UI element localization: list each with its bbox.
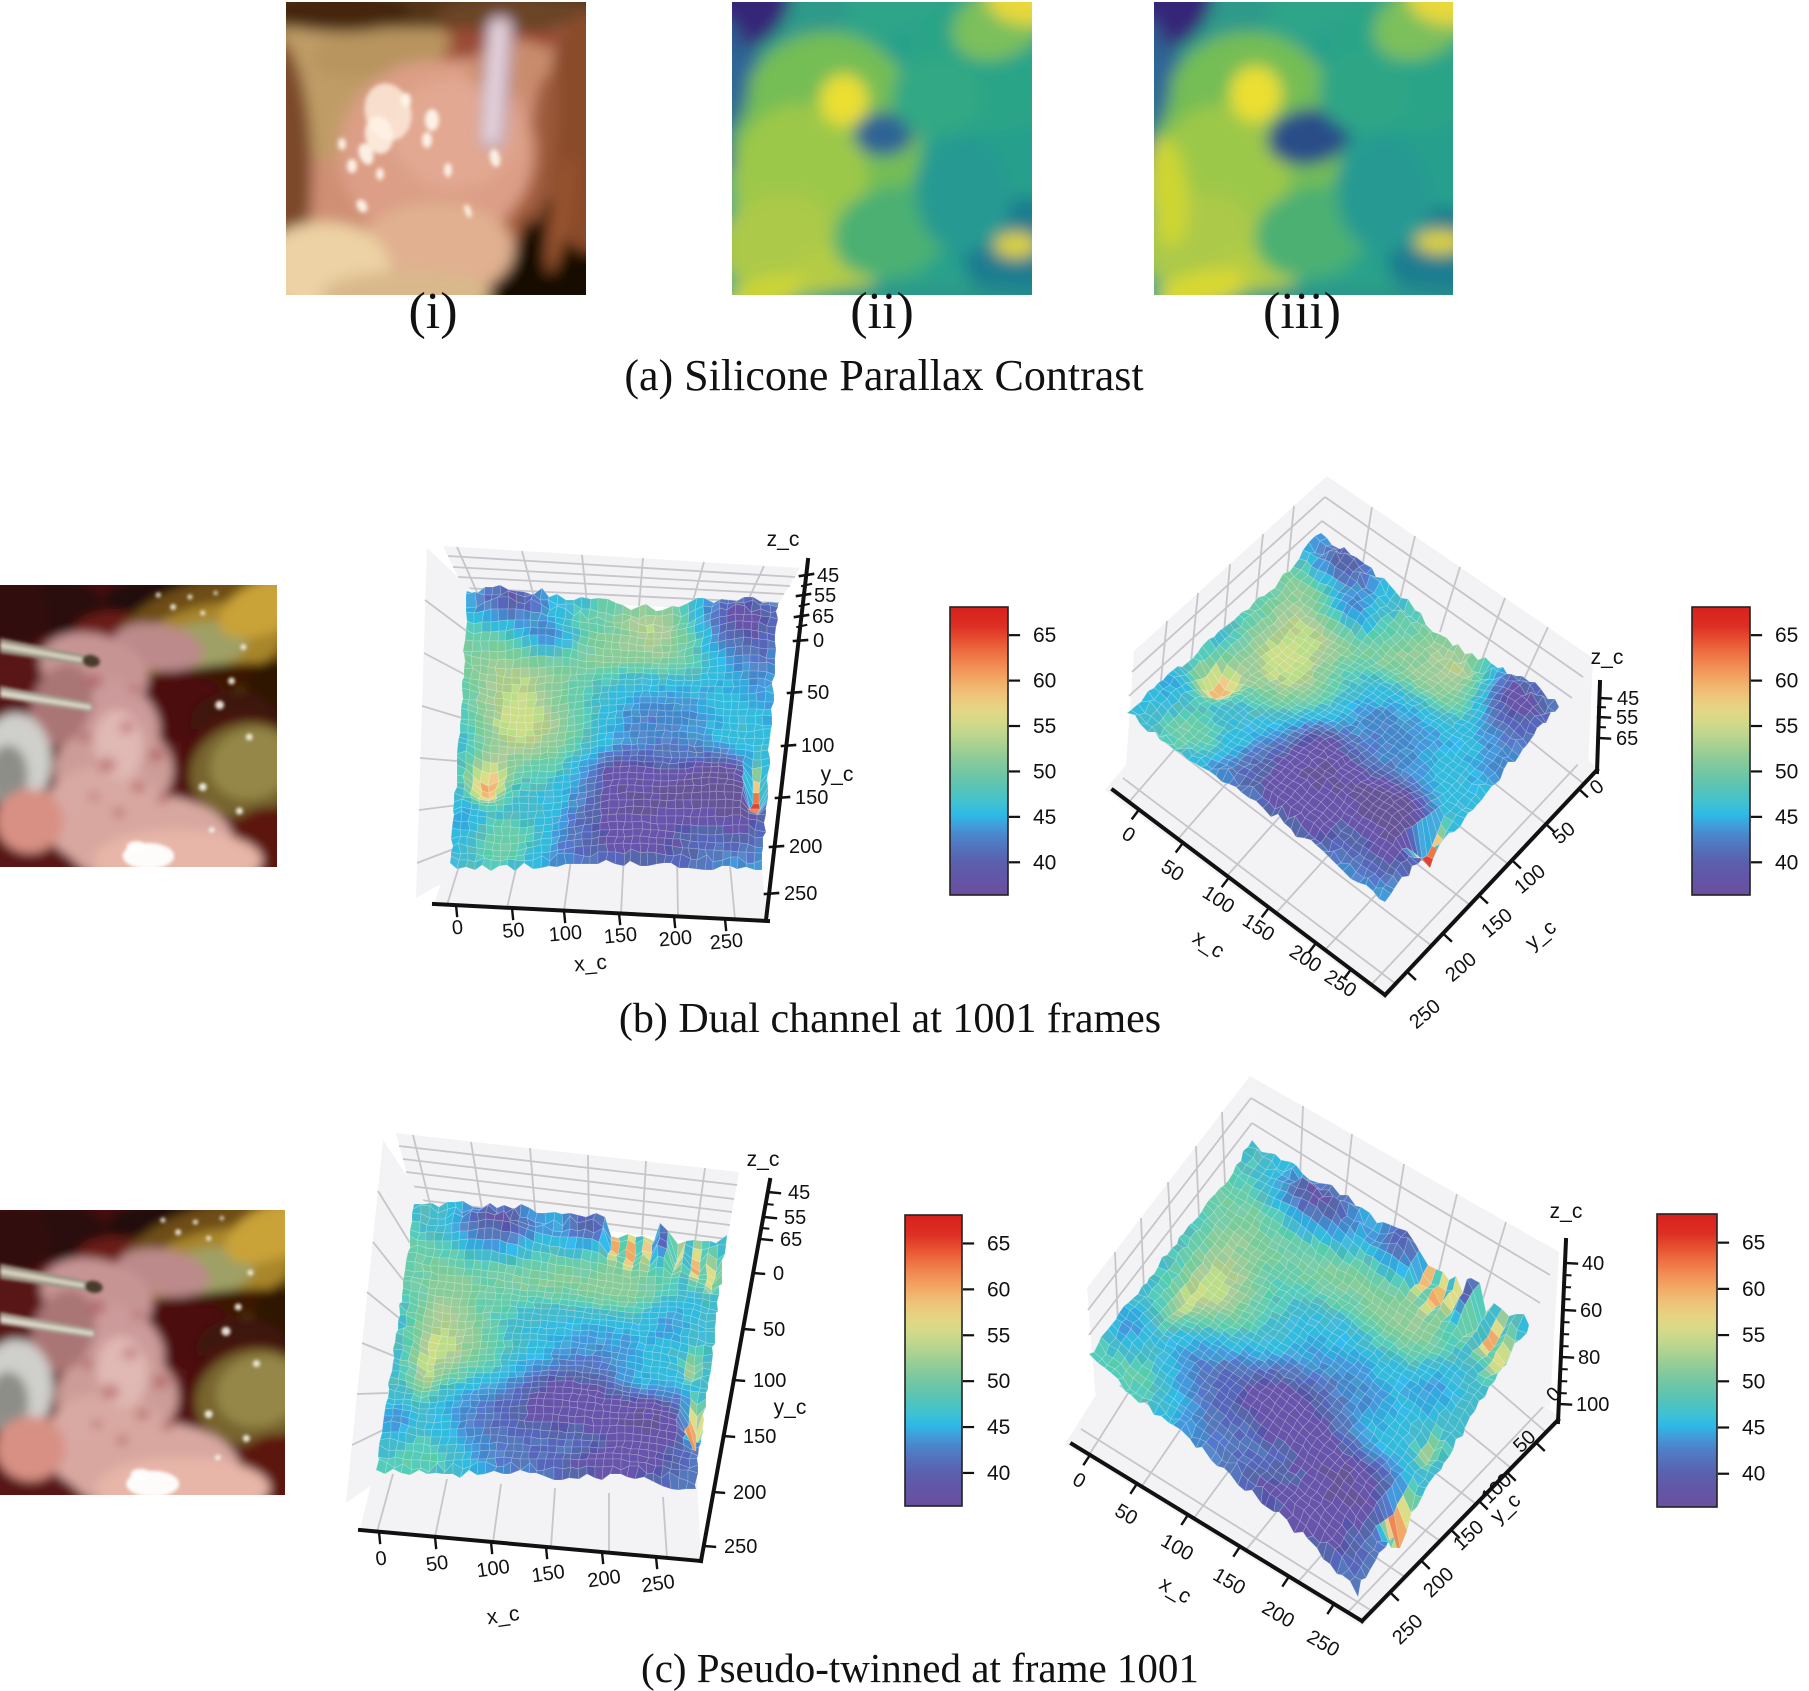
svg-text:60: 60	[1580, 1300, 1602, 1322]
svg-text:(iii): (iii)	[1263, 283, 1341, 340]
svg-text:65: 65	[987, 1232, 1010, 1255]
svg-text:100: 100	[548, 922, 583, 947]
svg-text:100: 100	[1198, 882, 1238, 919]
svg-text:z_c: z_c	[767, 528, 800, 551]
svg-text:55: 55	[1775, 715, 1798, 738]
svg-text:50: 50	[425, 1552, 450, 1577]
svg-text:50: 50	[807, 682, 829, 704]
svg-text:80: 80	[1578, 1347, 1600, 1369]
svg-text:0: 0	[1118, 823, 1139, 848]
svg-text:40: 40	[1582, 1253, 1604, 1275]
svg-text:45: 45	[1617, 688, 1639, 710]
svg-text:250: 250	[1388, 1610, 1427, 1649]
svg-text:y_c: y_c	[774, 1396, 807, 1419]
svg-text:100: 100	[1576, 1394, 1609, 1416]
svg-text:40: 40	[987, 1462, 1010, 1485]
svg-text:z_c: z_c	[1591, 646, 1624, 669]
svg-text:45: 45	[817, 565, 839, 587]
svg-text:50: 50	[1742, 1370, 1765, 1393]
svg-text:250: 250	[1405, 995, 1445, 1033]
svg-text:x_c: x_c	[1189, 926, 1229, 963]
svg-text:45: 45	[1742, 1417, 1765, 1440]
svg-text:0: 0	[451, 917, 464, 940]
svg-text:150: 150	[1477, 904, 1517, 942]
svg-text:60: 60	[1033, 670, 1056, 693]
svg-text:250: 250	[724, 1536, 757, 1558]
svg-text:0: 0	[1586, 775, 1609, 799]
svg-text:150: 150	[1209, 1564, 1249, 1600]
svg-text:x_c: x_c	[1155, 1572, 1195, 1608]
svg-text:55: 55	[987, 1324, 1010, 1347]
svg-text:65: 65	[812, 606, 834, 628]
svg-text:100: 100	[475, 1556, 511, 1582]
svg-text:(ii): (ii)	[850, 283, 914, 340]
svg-text:150: 150	[743, 1426, 776, 1448]
svg-text:45: 45	[1775, 806, 1798, 829]
svg-text:0: 0	[773, 1263, 784, 1285]
svg-text:(i): (i)	[408, 283, 457, 340]
svg-text:250: 250	[640, 1571, 676, 1597]
svg-text:250: 250	[1303, 1626, 1343, 1662]
svg-text:60: 60	[987, 1278, 1010, 1301]
svg-text:0: 0	[1069, 1468, 1090, 1493]
svg-text:50: 50	[1157, 856, 1188, 887]
svg-text:200: 200	[586, 1566, 622, 1592]
svg-text:50: 50	[763, 1319, 785, 1341]
svg-text:150: 150	[530, 1561, 566, 1587]
svg-text:150: 150	[603, 924, 638, 949]
svg-text:40: 40	[1033, 851, 1056, 874]
svg-text:45: 45	[788, 1182, 810, 1204]
svg-text:200: 200	[1419, 1563, 1458, 1602]
svg-text:55: 55	[814, 585, 836, 607]
svg-text:y_c: y_c	[1521, 916, 1561, 955]
svg-text:200: 200	[658, 927, 693, 952]
svg-text:100: 100	[1510, 860, 1550, 898]
svg-text:65: 65	[780, 1229, 802, 1251]
svg-text:45: 45	[987, 1416, 1010, 1439]
svg-text:250: 250	[784, 883, 817, 905]
svg-text:55: 55	[1616, 707, 1638, 729]
svg-text:55: 55	[1742, 1324, 1765, 1347]
svg-text:55: 55	[784, 1207, 806, 1229]
svg-text:60: 60	[1775, 670, 1798, 693]
svg-text:0: 0	[374, 1547, 388, 1570]
svg-text:40: 40	[1775, 851, 1798, 874]
svg-text:100: 100	[1157, 1530, 1197, 1566]
svg-text:y_c: y_c	[821, 763, 854, 786]
svg-text:x_c: x_c	[573, 951, 608, 977]
svg-text:z_c: z_c	[1550, 1200, 1583, 1223]
svg-text:(c) Pseudo-twinned at frame 10: (c) Pseudo-twinned at frame 1001	[641, 1645, 1199, 1691]
svg-text:50: 50	[1775, 760, 1798, 783]
svg-text:200: 200	[1258, 1597, 1298, 1633]
svg-text:55: 55	[1033, 715, 1056, 738]
svg-text:50: 50	[1549, 818, 1580, 849]
svg-text:250: 250	[709, 930, 744, 955]
svg-text:60: 60	[1742, 1278, 1765, 1301]
svg-text:(b) Dual channel at 1001 frame: (b) Dual channel at 1001 frames	[619, 996, 1161, 1042]
svg-text:45: 45	[1033, 806, 1056, 829]
svg-text:150: 150	[795, 787, 828, 809]
svg-text:50: 50	[987, 1370, 1010, 1393]
svg-text:65: 65	[1775, 624, 1798, 647]
svg-text:50: 50	[501, 919, 525, 943]
svg-text:100: 100	[753, 1370, 786, 1392]
svg-text:200: 200	[789, 836, 822, 858]
svg-text:100: 100	[801, 735, 834, 757]
svg-text:65: 65	[1742, 1232, 1765, 1255]
svg-text:(a) Silicone Parallax Contrast: (a) Silicone Parallax Contrast	[624, 351, 1143, 400]
svg-text:200: 200	[733, 1482, 766, 1504]
svg-text:z_c: z_c	[747, 1148, 780, 1171]
svg-text:50: 50	[1033, 760, 1056, 783]
svg-text:50: 50	[1111, 1500, 1141, 1530]
svg-text:x_c: x_c	[485, 1602, 521, 1629]
svg-text:65: 65	[1616, 728, 1638, 750]
svg-text:40: 40	[1742, 1463, 1765, 1486]
svg-text:200: 200	[1441, 948, 1481, 986]
svg-text:0: 0	[813, 630, 824, 652]
svg-text:65: 65	[1033, 624, 1056, 647]
